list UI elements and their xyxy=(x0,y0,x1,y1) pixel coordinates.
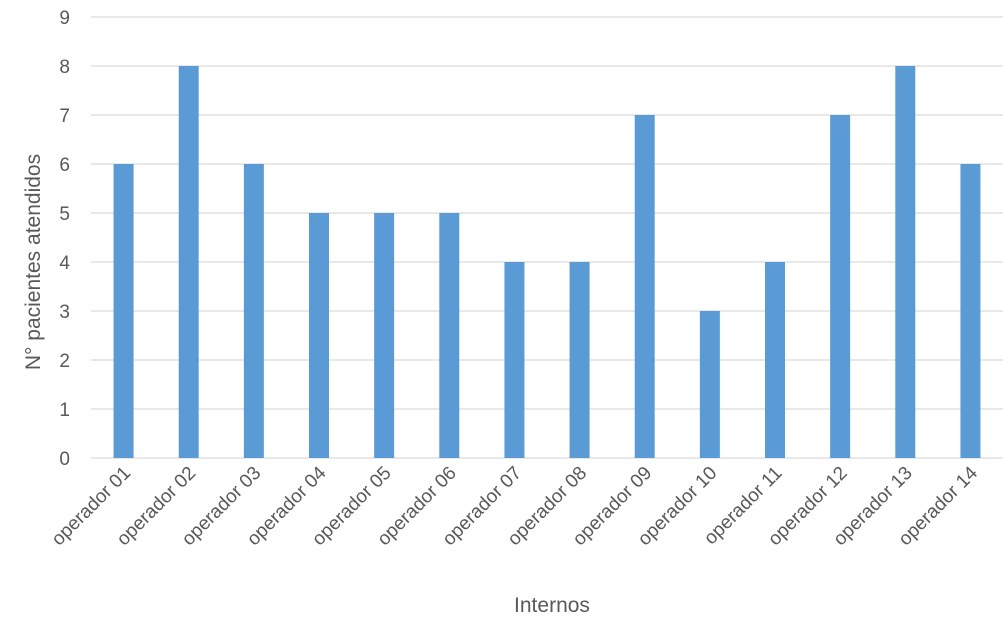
bar-operador-10 xyxy=(699,311,720,458)
y-axis-ticks: 0 1 2 3 4 5 6 7 8 9 xyxy=(59,8,70,470)
bar-operador-04 xyxy=(309,213,329,458)
y-tick-label: 4 xyxy=(59,253,70,274)
y-tick-label: 7 xyxy=(59,106,70,127)
bar-operador-08 xyxy=(569,262,590,458)
bar-operador-12 xyxy=(830,115,851,458)
y-tick-label: 0 xyxy=(59,449,70,470)
bar-operador-09 xyxy=(634,115,655,458)
y-tick-label: 8 xyxy=(59,57,70,78)
bar-operador-11 xyxy=(765,262,785,458)
bar-operador-13 xyxy=(895,66,916,458)
bar-operador-06 xyxy=(439,213,460,458)
bar-operador-03 xyxy=(243,164,264,458)
y-tick-label: 5 xyxy=(59,204,70,225)
y-tick-label: 6 xyxy=(59,155,70,176)
bar-operador-02 xyxy=(178,66,199,458)
y-axis-title: N° pacientes atendidos xyxy=(22,154,45,370)
bar-operador-14 xyxy=(960,164,981,458)
bar-operador-05 xyxy=(374,213,395,458)
gridlines xyxy=(91,16,1003,459)
y-tick-label: 1 xyxy=(59,400,70,421)
y-tick-label: 3 xyxy=(59,302,70,323)
y-tick-label: 9 xyxy=(59,8,70,29)
x-axis-title: Internos xyxy=(514,594,590,617)
y-tick-label: 2 xyxy=(59,351,70,372)
bars xyxy=(113,66,981,458)
bar-operador-01 xyxy=(113,164,134,458)
bar-operador-07 xyxy=(504,262,525,458)
